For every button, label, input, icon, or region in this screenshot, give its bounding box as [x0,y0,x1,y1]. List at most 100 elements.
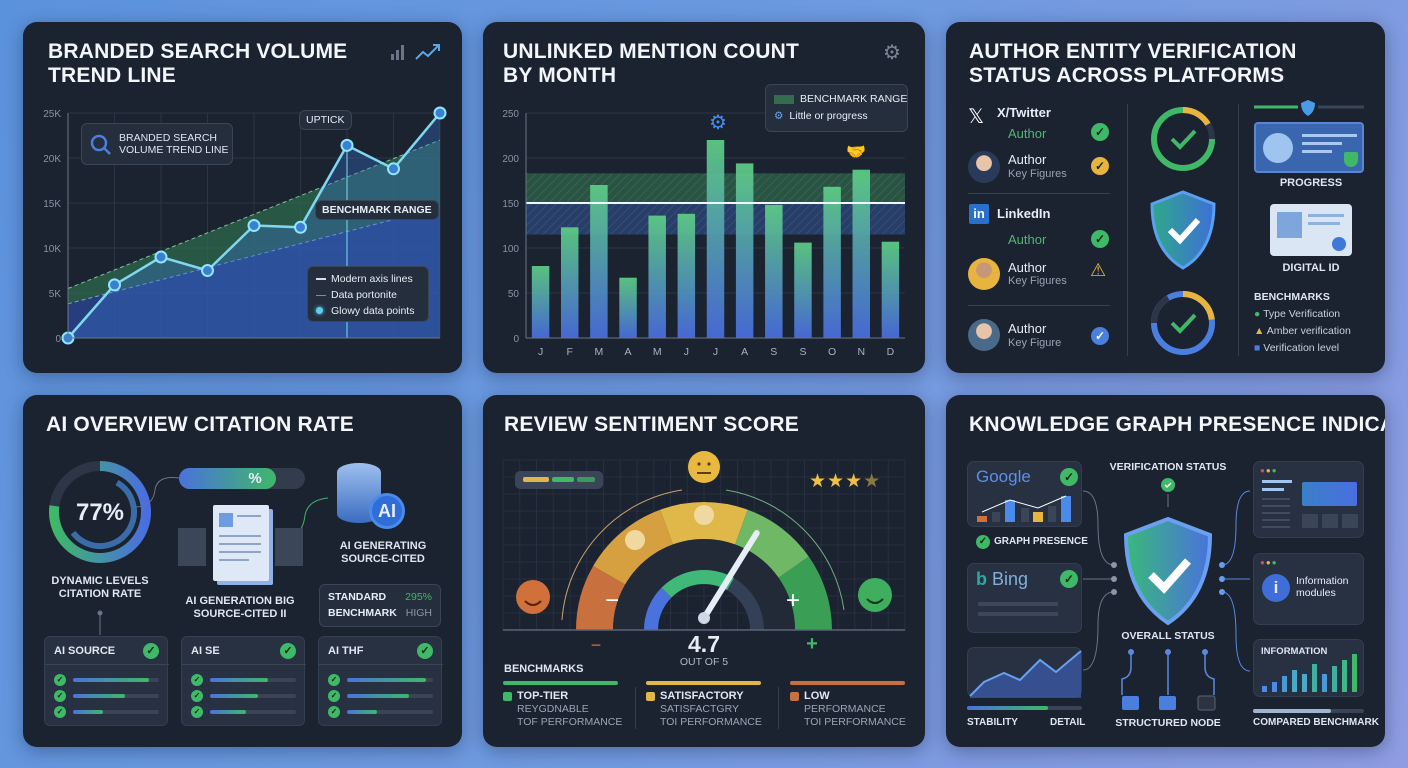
panel-title: AUTHOR ENTITY VERIFICATION STATUS ACROSS … [969,40,1297,88]
arc-arrow [561,489,683,621]
y-tick-label: 250 [502,109,519,120]
x-tick-label: A [741,346,748,358]
label-line: CITATION RATE [58,588,142,600]
benchmark-item: ● Type Verification [1254,308,1340,320]
webpage-card[interactable]: ●●● [1253,461,1364,538]
score-value: 4.7 [688,631,720,657]
card-title: AI THF [328,645,364,657]
benchmark-row: BENCHMARK HIGH [328,605,432,621]
information-modules-card[interactable]: ●●● i Information modules [1253,553,1364,625]
author-sub: Key Figures [1008,275,1067,287]
document-icon [178,528,206,566]
bing-card[interactable]: b Bing ✓ [967,563,1082,633]
title-line: STATUS ACROSS PLATFORMS [969,64,1285,87]
info-icon: i [1262,574,1290,602]
progress-track [73,678,159,682]
information-bars [1262,654,1357,692]
square-icon: ■ [1254,342,1261,354]
check-icon: ● [1254,308,1261,320]
blue-check-icon: ✓ [1091,327,1109,345]
compared-benchmark-slider[interactable] [1253,709,1364,713]
x-twitter-icon: 𝕏 [968,106,985,128]
data-point [108,278,121,292]
stability-slider[interactable] [967,706,1082,710]
panel-title: AI OVERVIEW CITATION RATE [46,413,354,436]
author-sub: Key Figures [1008,168,1067,180]
label-line: AI GENERATING [339,540,427,552]
neutral-face-icon [688,451,720,483]
document-icon [213,505,269,581]
divider [968,305,1110,306]
uptick-label: UPTICK [299,110,352,130]
bar [823,186,841,338]
benchmark-label: BENCHMARK [328,607,397,619]
legend-label: Modern axis lines [331,273,413,285]
platform-label: X/Twitter [997,105,1051,120]
check-icon: ✓ [328,690,340,702]
star-rating: ★★★★ [809,470,881,493]
progress-fill [347,694,409,698]
benchmark-label: Amber verification [1266,325,1351,337]
check-icon: ✓ [1060,468,1078,486]
bar [881,241,900,338]
author-verification-panel: AUTHOR ENTITY VERIFICATION STATUS ACROSS … [946,22,1385,373]
bar [590,185,608,338]
label-line: DYNAMIC LEVELS [51,575,149,587]
unlinked-mentions-panel: UNLINKED MENTION COUNT BY MONTH ⚙ 0 50 100 1… [483,22,925,373]
legend: Modern axis lines Data portonite Glowy d… [307,266,429,322]
gauge-fill-green [661,570,734,598]
trend-up-icon [415,44,440,60]
shield-icon [1123,516,1213,626]
handshake-icon: 🤝 [846,144,866,161]
legend: BENCHMARK RANGE ⚙ Little or progress [765,84,908,132]
gear-icon[interactable]: ⚙ [883,42,901,64]
benchmark-swatch [790,692,799,701]
legend-label: Little or progress [789,110,868,122]
progress-track [73,710,159,714]
check-icon: ✓ [54,706,66,718]
bar [619,277,637,338]
information-card[interactable]: INFORMATION [1253,639,1364,697]
data-point [340,138,354,152]
pending-check-icon: ✓ [1091,157,1109,175]
progress-fill [210,678,268,682]
progress-track [210,710,296,714]
compared-benchmark-label: COMPARED BENCHMARK [1253,717,1379,728]
check-icon: ✓ [1091,230,1109,248]
legend-item: ⚙ Little or progress [774,108,899,125]
legend-label: Data portonite [331,289,397,301]
legend-label: BENCHMARK RANGE [800,93,908,105]
bar [560,227,579,338]
benchmarks-heading: BENCHMARKS [504,663,584,675]
x-tick-label: S [799,346,806,358]
line-chart: 0 5K 10K 15K 20K 25K [43,106,447,345]
trend-card[interactable] [967,647,1082,698]
progress-track [347,710,433,714]
legend-item: Glowy data points [316,303,420,319]
bar-chart-icon [391,45,404,60]
progress-fill [347,710,378,714]
legend-item: Data portonite [316,287,420,303]
source-card[interactable]: AI SOURCE ✓ ✓ ✓ ✓ [44,636,169,726]
slider-fill [967,706,1048,710]
divider [778,687,779,729]
profile-card-icon [1254,122,1364,173]
source-card[interactable]: AI THF ✓ ✓ ✓ ✓ [318,636,443,726]
data-point [201,264,214,277]
ai-label: AI GENERATING SOURCE-CITED [340,540,427,566]
bar [648,215,666,338]
benchmark-label: LOW [804,690,830,702]
source-card[interactable]: AI SE ✓ ✓ ✓ ✓ [181,636,306,726]
gauge-segment-top [778,556,832,630]
avatar [968,258,1000,290]
standard-value: 295% [405,591,432,603]
check-icon: ✓ [280,643,296,659]
y-tick-label: 20K [43,154,61,165]
google-card[interactable]: Google ✓ [967,461,1082,527]
x-tick-label: J [684,346,689,358]
title-line: AUTHOR ENTITY VERIFICATION [969,40,1297,63]
benchmark-bar [503,681,618,685]
benchmark-sub: TOI PERFORMANCE [804,716,906,728]
structured-node [1159,696,1176,710]
progress-track [73,694,159,698]
